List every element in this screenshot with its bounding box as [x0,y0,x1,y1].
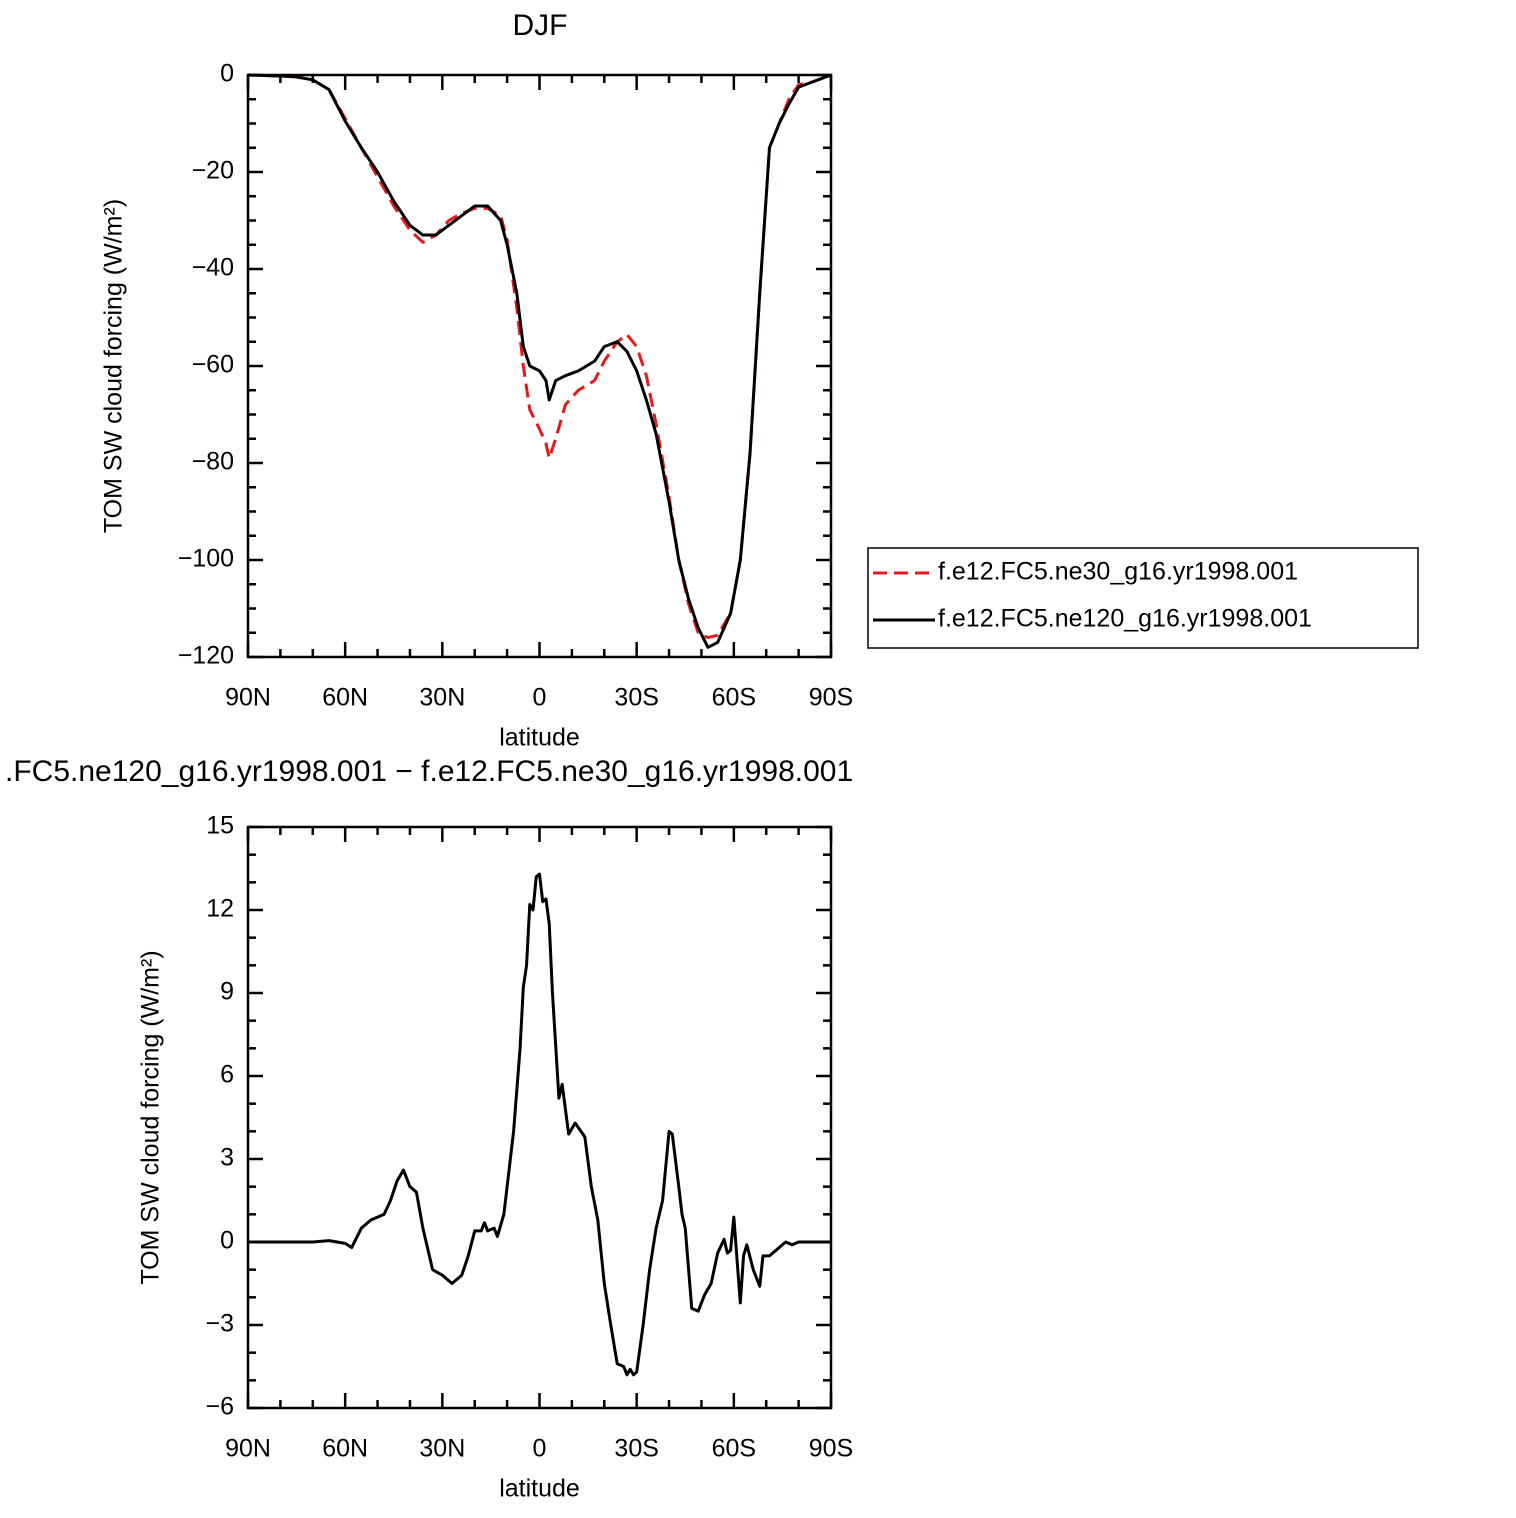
x-tick-label: 90S [809,684,853,712]
chart-title: DJF [513,9,568,42]
y-axis-label: TOM SW cloud forcing (W/m²) [100,199,128,533]
y-tick-label: −80 [192,448,234,476]
x-tick-label: 0 [533,1435,547,1463]
y-tick-label: −40 [192,254,234,282]
plot-frame [246,73,833,659]
legend-label: f.e12.FC5.ne120_g16.yr1998.001 [938,605,1312,633]
y-tick-label: 9 [220,978,234,1006]
x-tick-label: 60S [712,684,756,712]
y-tick-label: 15 [206,812,234,840]
data-line [248,872,831,1377]
x-tick-label: 30S [614,1435,658,1463]
legend-box [867,547,1419,649]
x-tick-label: 60N [322,684,368,712]
data-line [247,73,832,649]
y-tick-label: 12 [206,895,234,923]
x-tick-label: 30N [419,684,465,712]
y-tick-label: −60 [192,351,234,379]
y-tick-label: 6 [220,1061,234,1089]
y-tick-label: −100 [178,545,234,573]
x-axis-label: latitude [499,1475,580,1503]
x-tick-label: 90S [809,1435,853,1463]
y-tick-label: 3 [220,1144,234,1172]
x-tick-label: 90N [225,684,271,712]
chart-title: .FC5.ne120_g16.yr1998.001 − f.e12.FC5.ne… [5,755,853,788]
data-line [247,73,832,640]
y-axis-label: TOM SW cloud forcing (W/m²) [137,950,165,1284]
x-tick-label: 60N [322,1435,368,1463]
y-tick-label: −120 [178,642,234,670]
x-tick-label: 60S [712,1435,756,1463]
y-tick-label: −20 [192,157,234,185]
plot-frame [246,825,833,1410]
y-tick-label: −3 [205,1310,234,1338]
x-tick-label: 30S [614,684,658,712]
legend-label: f.e12.FC5.ne30_g16.yr1998.001 [938,558,1298,586]
y-tick-label: 0 [220,1227,234,1255]
x-tick-label: 30N [419,1435,465,1463]
chart-panel: 15 12 9 6 3 0 −3 −6 90N 60N 30N 0 30S 60S 90S .FC5.ne12… [5,755,853,1503]
chart-panel: 0 −20 −40 −60 −80 −100 −120 90N 60N 30N 0 30S 60S 90S… [100,9,1419,752]
y-tick-label: −6 [205,1393,234,1421]
x-tick-label: 90N [225,1435,271,1463]
x-axis-label: latitude [499,724,580,752]
y-tick-label: 0 [220,60,234,88]
x-tick-label: 0 [533,684,547,712]
